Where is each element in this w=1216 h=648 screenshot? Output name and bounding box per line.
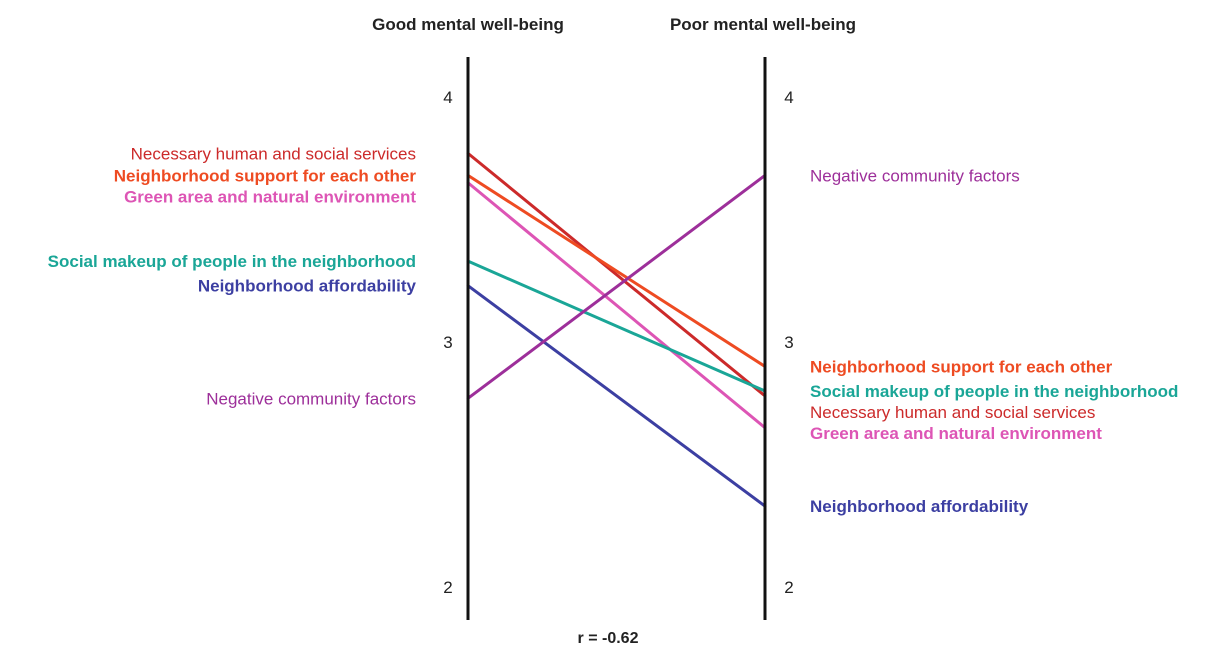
line-necessary-human-and-social-services — [466, 151, 767, 398]
series-lines — [466, 151, 767, 508]
line-social-makeup-of-people-in-the-neighborhood — [466, 259, 767, 393]
line-neighborhood-support-for-each-other — [466, 173, 767, 368]
left-tick-label: 2 — [443, 578, 452, 597]
tick-labels: 4 4 3 3 2 2 — [443, 88, 793, 597]
right-tick-label: 4 — [784, 88, 793, 107]
left-tick-label: 3 — [443, 333, 452, 352]
right-label-neighborhood-support-for-each-other: Neighborhood support for each other — [810, 358, 1113, 377]
left-label-green-area-and-natural-environment: Green area and natural environment — [124, 187, 416, 206]
series-labels: Necessary human and social services Neigh… — [48, 144, 1179, 516]
right-label-green-area-and-natural-environment: Green area and natural environment — [810, 424, 1102, 443]
right-axis-title: Poor mental well-being — [670, 15, 856, 34]
line-negative-community-factors — [466, 173, 767, 400]
correlation-annotation: r = -0.62 — [578, 630, 639, 647]
left-tick-label: 4 — [443, 88, 452, 107]
left-label-neighborhood-affordability: Neighborhood affordability — [198, 277, 417, 296]
right-tick-label: 3 — [784, 333, 793, 352]
left-label-social-makeup-of-people-in-the-neighborhood: Social makeup of people in the neighborh… — [48, 252, 416, 271]
right-label-necessary-human-and-social-services: Necessary human and social services — [810, 403, 1095, 422]
line-green-area-and-natural-environment — [466, 181, 767, 430]
left-axis-title: Good mental well-being — [372, 15, 564, 34]
right-tick-label: 2 — [784, 578, 793, 597]
left-label-necessary-human-and-social-services: Necessary human and social services — [131, 144, 416, 163]
right-label-neighborhood-affordability: Neighborhood affordability — [810, 497, 1029, 516]
right-label-social-makeup-of-people-in-the-neighborhood: Social makeup of people in the neighborh… — [810, 382, 1178, 401]
right-label-negative-community-factors: Negative community factors — [810, 166, 1020, 185]
left-label-negative-community-factors: Negative community factors — [206, 389, 416, 408]
line-neighborhood-affordability — [466, 284, 767, 508]
left-label-neighborhood-support-for-each-other: Neighborhood support for each other — [114, 166, 417, 185]
